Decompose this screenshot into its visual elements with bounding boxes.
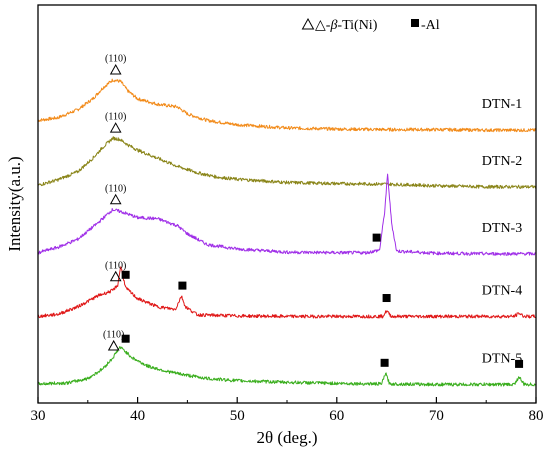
series-line-dtn-5 [37,346,537,387]
tick-layer: 30 40 50 60 70 80 [31,397,544,424]
series-dtn-3: DTN-3 [37,173,537,256]
series-line-dtn-3 [37,173,537,256]
peak-label-110: (110) [105,260,126,271]
peak-triangle-marker [109,270,122,282]
series-line-dtn-2 [37,136,537,189]
peak-triangle-marker [109,122,122,133]
series-dtn-5: DTN-5 [37,346,537,387]
series-dtn-1: DTN-1 [37,78,537,133]
peak-triangle-marker [107,339,120,351]
legend-entry-al: -Al [421,18,440,33]
x-tick-label: 50 [230,408,245,424]
series-layer: DTN-1 DTN-2 DTN-3 DTN-4 DTN-5 [37,78,537,387]
legend-entry-beta-ti-ni: △-β-Ti(Ni) [315,18,378,33]
peak-square-marker [372,233,381,242]
legend-prefix: △- [315,18,331,33]
legend-beta-symbol: β [329,18,337,33]
x-tick-label: 30 [31,408,46,424]
y-axis-label: Intensity(a.u.) [5,156,24,251]
peak-label-110: (110) [105,54,126,65]
series-label-dtn-2: DTN-2 [482,154,522,169]
series-label-dtn-3: DTN-3 [482,221,522,236]
peak-square-marker [121,334,130,343]
peak-square-marker [515,359,524,368]
series-dtn-4: DTN-4 [37,266,537,319]
x-tick-label: 40 [130,408,145,424]
peak-label-110: (110) [105,183,126,194]
series-line-dtn-1 [37,78,537,133]
peak-triangle-marker [109,193,122,205]
peak-label-110: (110) [105,112,126,123]
series-label-dtn-5: DTN-5 [482,351,522,366]
peak-label-110: (110) [103,329,124,340]
peak-square-marker [380,358,389,367]
peak-square-marker [382,294,391,303]
peak-triangle-marker [109,63,122,75]
legend: △-β-Ti(Ni) -Al [301,18,440,33]
series-label-dtn-1: DTN-1 [482,97,522,112]
x-axis-label: 2θ (deg.) [256,428,317,447]
peak-square-marker [178,281,187,290]
legend-suffix: -Ti(Ni) [337,18,377,33]
peak-square-marker [121,270,130,279]
legend-square-marker [411,19,419,27]
x-tick-label: 60 [329,408,344,424]
series-dtn-2: DTN-2 [37,136,537,189]
x-tick-label: 80 [529,408,544,424]
x-tick-label: 70 [429,408,444,424]
series-label-dtn-4: DTN-4 [482,283,522,298]
series-line-dtn-4 [37,266,537,319]
legend-triangle-shape [301,18,315,30]
annotation-layer: (110) (110) (110) (110) (110) [103,54,524,368]
